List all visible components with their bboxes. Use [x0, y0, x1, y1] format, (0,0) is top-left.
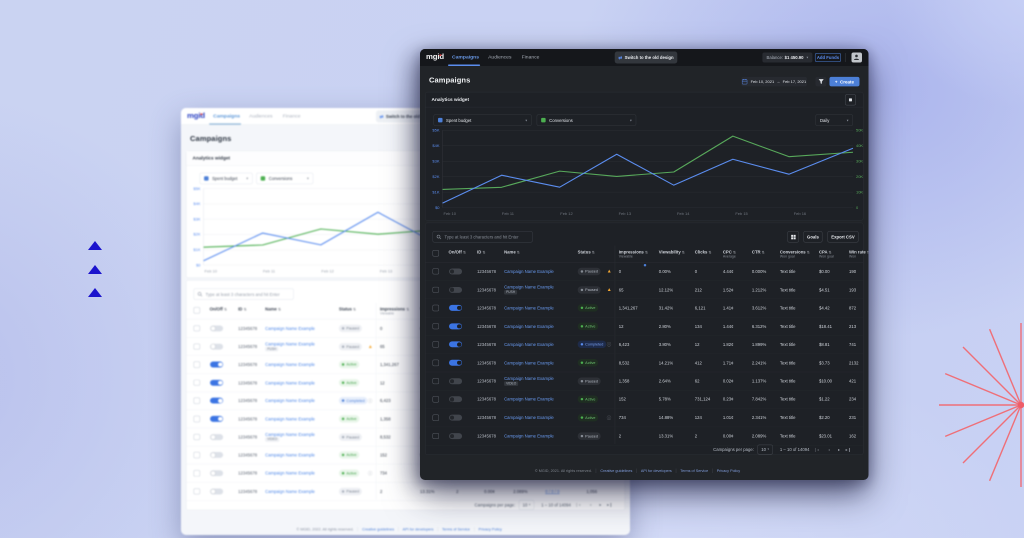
svg-text:$4K: $4K: [432, 143, 439, 148]
svg-text:10K: 10K: [856, 189, 863, 194]
svg-text:$4K: $4K: [193, 201, 200, 206]
svg-text:0: 0: [856, 205, 859, 210]
svg-text:$3K: $3K: [193, 217, 200, 222]
svg-text:Feb 15: Feb 15: [735, 211, 748, 216]
svg-text:40K: 40K: [856, 143, 863, 148]
svg-text:$1K: $1K: [432, 189, 439, 194]
svg-text:30K: 30K: [856, 158, 863, 163]
svg-text:Feb 14: Feb 14: [677, 211, 690, 216]
svg-text:Feb 10: Feb 10: [204, 269, 217, 274]
svg-text:Feb 13: Feb 13: [619, 211, 632, 216]
svg-text:Feb 12: Feb 12: [560, 211, 573, 216]
svg-text:Feb 11: Feb 11: [502, 211, 515, 216]
svg-text:$3K: $3K: [432, 158, 439, 163]
svg-text:20K: 20K: [856, 174, 863, 179]
svg-text:$0: $0: [196, 263, 201, 268]
svg-text:Feb 12: Feb 12: [321, 269, 333, 274]
svg-text:Feb 13: Feb 13: [379, 269, 392, 274]
svg-text:Feb 16: Feb 16: [794, 211, 807, 216]
svg-text:$2K: $2K: [193, 232, 200, 237]
svg-text:50K: 50K: [856, 128, 863, 133]
svg-text:Feb 10: Feb 10: [444, 211, 457, 216]
svg-text:$0: $0: [435, 205, 440, 210]
svg-text:$5K: $5K: [193, 186, 200, 191]
svg-text:Feb 11: Feb 11: [262, 269, 275, 274]
svg-text:$1K: $1K: [193, 247, 200, 252]
svg-text:$2K: $2K: [432, 174, 439, 179]
svg-text:$5K: $5K: [432, 128, 439, 133]
